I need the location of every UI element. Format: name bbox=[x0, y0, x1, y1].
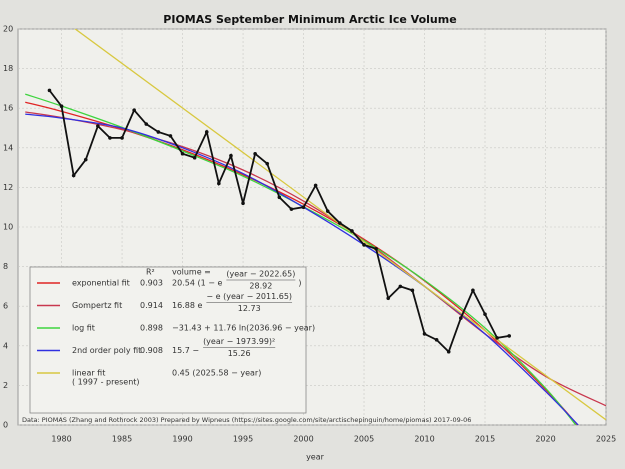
legend-r2: 0.908 bbox=[140, 346, 163, 355]
y-tick-label: 18 bbox=[3, 64, 13, 73]
legend-label: ( 1997 - present) bbox=[72, 378, 140, 387]
legend-label: exponential fit bbox=[72, 279, 130, 288]
legend-formula: 20.54 (1 − e bbox=[172, 279, 222, 288]
chart-title: PIOMAS September Minimum Arctic Ice Volu… bbox=[163, 13, 456, 26]
data-point bbox=[96, 124, 100, 128]
legend-formula: −31.43 + 11.76 ln(2036.96 − year) bbox=[172, 324, 315, 333]
data-point bbox=[495, 336, 499, 340]
x-tick-label: 2020 bbox=[535, 435, 555, 444]
data-point bbox=[422, 332, 427, 336]
data-point bbox=[362, 243, 366, 247]
legend-formula: − e (year − 2011.65) bbox=[206, 292, 292, 301]
data-point bbox=[120, 136, 124, 140]
x-tick-label: 1995 bbox=[233, 435, 253, 444]
legend-header: volume = bbox=[172, 268, 211, 277]
y-tick-label: 20 bbox=[3, 25, 13, 34]
fit-curve bbox=[74, 29, 606, 421]
data-point bbox=[71, 173, 76, 178]
data-point bbox=[229, 153, 233, 158]
data-point bbox=[483, 312, 487, 316]
x-tick-label: 2005 bbox=[354, 435, 374, 444]
legend-formula: 15.26 bbox=[228, 349, 251, 358]
y-tick-label: 10 bbox=[3, 223, 13, 232]
legend-formula: 28.92 bbox=[249, 282, 272, 291]
data-point bbox=[144, 122, 149, 126]
data-point bbox=[350, 229, 354, 233]
y-tick-label: 16 bbox=[3, 104, 13, 113]
legend-formula: 12.73 bbox=[238, 304, 261, 313]
x-tick-label: 1980 bbox=[51, 435, 71, 444]
x-tick-label: 2015 bbox=[475, 435, 495, 444]
y-tick-label: 8 bbox=[3, 262, 8, 271]
legend-formula: 0.45 (2025.58 − year) bbox=[172, 369, 261, 378]
data-point bbox=[204, 130, 209, 134]
legend-label: Gompertz fit bbox=[72, 301, 122, 310]
y-tick-label: 0 bbox=[3, 421, 8, 430]
data-point bbox=[471, 288, 475, 293]
legend-r2: 0.914 bbox=[140, 301, 163, 310]
data-point bbox=[47, 88, 52, 93]
x-tick-label: 2000 bbox=[293, 435, 313, 444]
x-tick-label: 1990 bbox=[172, 435, 192, 444]
data-point bbox=[301, 205, 306, 209]
legend-r2: 0.898 bbox=[140, 324, 163, 333]
data-point bbox=[59, 104, 64, 109]
data-point bbox=[168, 134, 173, 138]
legend-label: linear fit bbox=[72, 369, 105, 378]
data-point bbox=[253, 151, 257, 156]
y-tick-label: 4 bbox=[3, 341, 8, 350]
data-point bbox=[192, 155, 197, 160]
data-point bbox=[180, 151, 185, 156]
y-tick-label: 12 bbox=[3, 183, 13, 192]
data-point bbox=[132, 108, 136, 112]
data-point bbox=[338, 221, 342, 225]
y-tick-label: 6 bbox=[3, 302, 8, 311]
data-point bbox=[459, 316, 463, 320]
legend-formula: ) bbox=[298, 279, 301, 288]
legend-label: 2nd order poly fit bbox=[72, 346, 141, 355]
data-point bbox=[217, 181, 221, 186]
data-point bbox=[83, 157, 88, 162]
data-point bbox=[156, 130, 161, 134]
x-axis-label: year bbox=[306, 453, 325, 462]
data-point bbox=[507, 334, 512, 338]
x-tick-label: 1985 bbox=[112, 435, 132, 444]
legend-formula: (year − 1973.99)² bbox=[203, 337, 275, 346]
legend-header: R² bbox=[146, 268, 155, 277]
data-point bbox=[374, 246, 378, 251]
data-point bbox=[434, 338, 439, 342]
y-tick-label: 2 bbox=[3, 381, 8, 390]
data-point bbox=[108, 136, 112, 140]
source-note: Data: PIOMAS (Zhang and Rothrock 2003) P… bbox=[22, 416, 471, 424]
data-point bbox=[241, 201, 245, 206]
fit-curve bbox=[25, 111, 606, 407]
legend-label: log fit bbox=[72, 324, 95, 333]
data-point bbox=[325, 209, 330, 213]
fit-curve bbox=[25, 113, 579, 425]
legend-box bbox=[29, 266, 307, 414]
data-point bbox=[446, 349, 451, 354]
data-point bbox=[289, 207, 294, 211]
data-point bbox=[386, 296, 391, 301]
data-point bbox=[313, 183, 318, 188]
data-point bbox=[410, 288, 415, 293]
data-point bbox=[277, 195, 282, 200]
legend-formula: 16.88 e bbox=[172, 301, 202, 310]
legend-formula: 15.7 − bbox=[172, 346, 199, 355]
y-tick-label: 14 bbox=[3, 143, 13, 152]
data-point bbox=[398, 284, 403, 289]
x-tick-label: 2010 bbox=[414, 435, 434, 444]
legend-r2: 0.903 bbox=[140, 279, 163, 288]
legend-formula: (year − 2022.65) bbox=[226, 270, 295, 279]
data-point bbox=[265, 161, 270, 166]
x-tick-label: 2025 bbox=[596, 435, 616, 444]
